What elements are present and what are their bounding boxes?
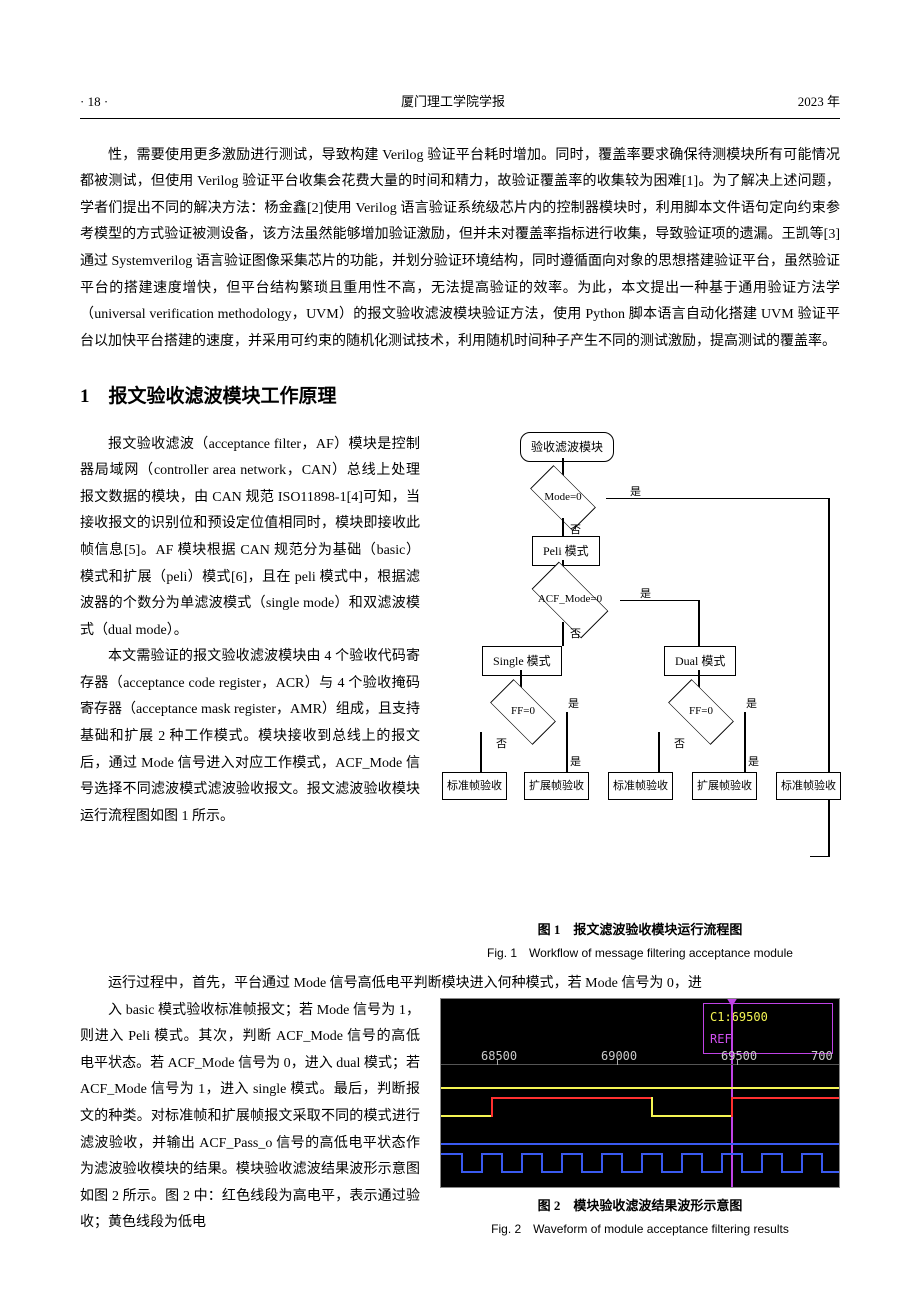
fc-line xyxy=(480,732,482,772)
fc-dL-label: FF=0 xyxy=(480,692,566,732)
fc-line xyxy=(810,856,830,858)
fc-dR: FF=0 xyxy=(658,692,744,732)
fc-line xyxy=(562,622,564,646)
seg xyxy=(491,1097,651,1099)
fc-out2: 扩展帧验收 xyxy=(524,772,589,801)
seg xyxy=(441,1087,840,1089)
figure-2: C1:69500 REF 68500 69000 69500 700 xyxy=(440,998,840,1241)
wave-signal-3 xyxy=(441,1125,839,1151)
section-1-row-2: 入 basic 模式验收标准帧报文；若 Mode 信号为 1，则进入 Peli … xyxy=(80,998,840,1241)
fc-d2-label: ACF_Mode=0 xyxy=(520,580,620,620)
page-number: · 18 · xyxy=(80,90,108,115)
intro-paragraph: 性，需要使用更多激励进行测试，导致构建 Verilog 验证平台耗时增加。同时，… xyxy=(80,143,840,356)
figure-1: 验收滤波模块 Mode=0 是 否 Peli 模式 ACF_Mode=0 是 否 xyxy=(440,432,840,965)
figure-2-caption-en: Fig. 2 Waveform of module acceptance fil… xyxy=(440,1218,840,1241)
s1-p2: 本文需验证的报文验收滤波模块由 4 个验收代码寄存器（acceptance co… xyxy=(80,644,420,830)
wave-signal-2 xyxy=(441,1097,839,1123)
fc-line xyxy=(828,498,830,856)
fc-out1: 标准帧验收 xyxy=(442,772,507,801)
fc-line xyxy=(620,600,700,602)
fc-peli: Peli 模式 xyxy=(532,536,600,567)
figure-1-caption-cn: 图 1 报文滤波验收模块运行流程图 xyxy=(538,922,743,937)
tick xyxy=(617,1059,618,1065)
fc-d1: Mode=0 xyxy=(520,478,606,518)
fc-dL-no: 否 xyxy=(496,734,507,755)
seg xyxy=(441,1143,840,1145)
wave-tick-3: 69500 xyxy=(721,1045,757,1068)
journal-title: 厦门理工学院学报 xyxy=(401,90,505,115)
figure-1-caption: 图 1 报文滤波验收模块运行流程图 Fig. 1 Workflow of mes… xyxy=(440,918,840,965)
wave-signal-4 xyxy=(441,1153,839,1179)
s1-p1: 报文验收滤波（acceptance filter，AF）模块是控制器局域网（co… xyxy=(80,432,420,645)
fc-dL: FF=0 xyxy=(480,692,566,732)
tick xyxy=(497,1059,498,1065)
fc-d1-label: Mode=0 xyxy=(520,478,606,518)
seg xyxy=(651,1097,653,1117)
fc-line xyxy=(606,498,830,500)
fc-d2: ACF_Mode=0 xyxy=(520,580,620,620)
figure-2-caption: 图 2 模块验收滤波结果波形示意图 Fig. 2 Waveform of mod… xyxy=(440,1194,840,1241)
figure-2-caption-cn: 图 2 模块验收滤波结果波形示意图 xyxy=(538,1198,743,1213)
fc-d2-no: 否 xyxy=(570,624,581,645)
wave-tick-4: 700 xyxy=(811,1045,833,1068)
fc-line xyxy=(744,712,746,772)
fc-yes-label-r: 是 xyxy=(748,752,759,773)
seg xyxy=(441,1115,491,1117)
running-header: · 18 · 厦门理工学院学报 2023 年 xyxy=(80,90,840,119)
seg xyxy=(731,1097,840,1099)
fc-out4: 扩展帧验收 xyxy=(692,772,757,801)
fc-d2-yes: 是 xyxy=(640,584,651,605)
seg xyxy=(491,1097,493,1117)
fc-dR-no: 否 xyxy=(674,734,685,755)
fc-line xyxy=(658,732,660,772)
fc-d1-yes: 是 xyxy=(630,482,641,503)
wave-cursor-line1: C1:69500 xyxy=(710,1010,768,1024)
year: 2023 年 xyxy=(798,90,840,115)
figure-1-caption-en: Fig. 1 Workflow of message filtering acc… xyxy=(440,942,840,965)
fc-dR-yes: 是 xyxy=(746,694,757,715)
section-1-title: 1 报文验收滤波模块工作原理 xyxy=(80,379,840,415)
wave-tick-2: 69000 xyxy=(601,1045,637,1068)
wave-signal-1 xyxy=(441,1069,839,1095)
tick xyxy=(737,1059,738,1065)
s1-bridge: 运行过程中，首先，平台通过 Mode 信号高低电平判断模块进入何种模式，若 Mo… xyxy=(80,971,840,998)
intro-text: 性，需要使用更多激励进行测试，导致构建 Verilog 验证平台耗时增加。同时，… xyxy=(80,143,840,356)
fc-start: 验收滤波模块 xyxy=(520,432,614,463)
fc-dL-yes: 是 xyxy=(568,694,579,715)
wave-ruler: 68500 69000 69500 700 xyxy=(441,1045,839,1065)
seg xyxy=(731,1097,733,1117)
fc-dR-label: FF=0 xyxy=(658,692,744,732)
fc-line xyxy=(698,600,700,646)
wave-tick-1: 68500 xyxy=(481,1045,517,1068)
fc-out3: 标准帧验收 xyxy=(608,772,673,801)
fc-dual: Dual 模式 xyxy=(664,646,736,677)
section-1-text-2: 入 basic 模式验收标准帧报文；若 Mode 信号为 1，则进入 Peli … xyxy=(80,998,420,1237)
fc-yes-label: 是 xyxy=(570,752,581,773)
section-1-row-1: 报文验收滤波（acceptance filter，AF）模块是控制器局域网（co… xyxy=(80,432,840,965)
fc-line xyxy=(562,518,564,536)
waveform: C1:69500 REF 68500 69000 69500 700 xyxy=(440,998,840,1188)
fc-out5: 标准帧验收 xyxy=(776,772,841,801)
section-1-text-1: 报文验收滤波（acceptance filter，AF）模块是控制器局域网（co… xyxy=(80,432,420,831)
fc-line xyxy=(566,712,568,772)
flowchart: 验收滤波模块 Mode=0 是 否 Peli 模式 ACF_Mode=0 是 否 xyxy=(440,432,840,912)
s1-p3: 入 basic 模式验收标准帧报文；若 Mode 信号为 1，则进入 Peli … xyxy=(80,998,420,1237)
seg xyxy=(651,1115,731,1117)
